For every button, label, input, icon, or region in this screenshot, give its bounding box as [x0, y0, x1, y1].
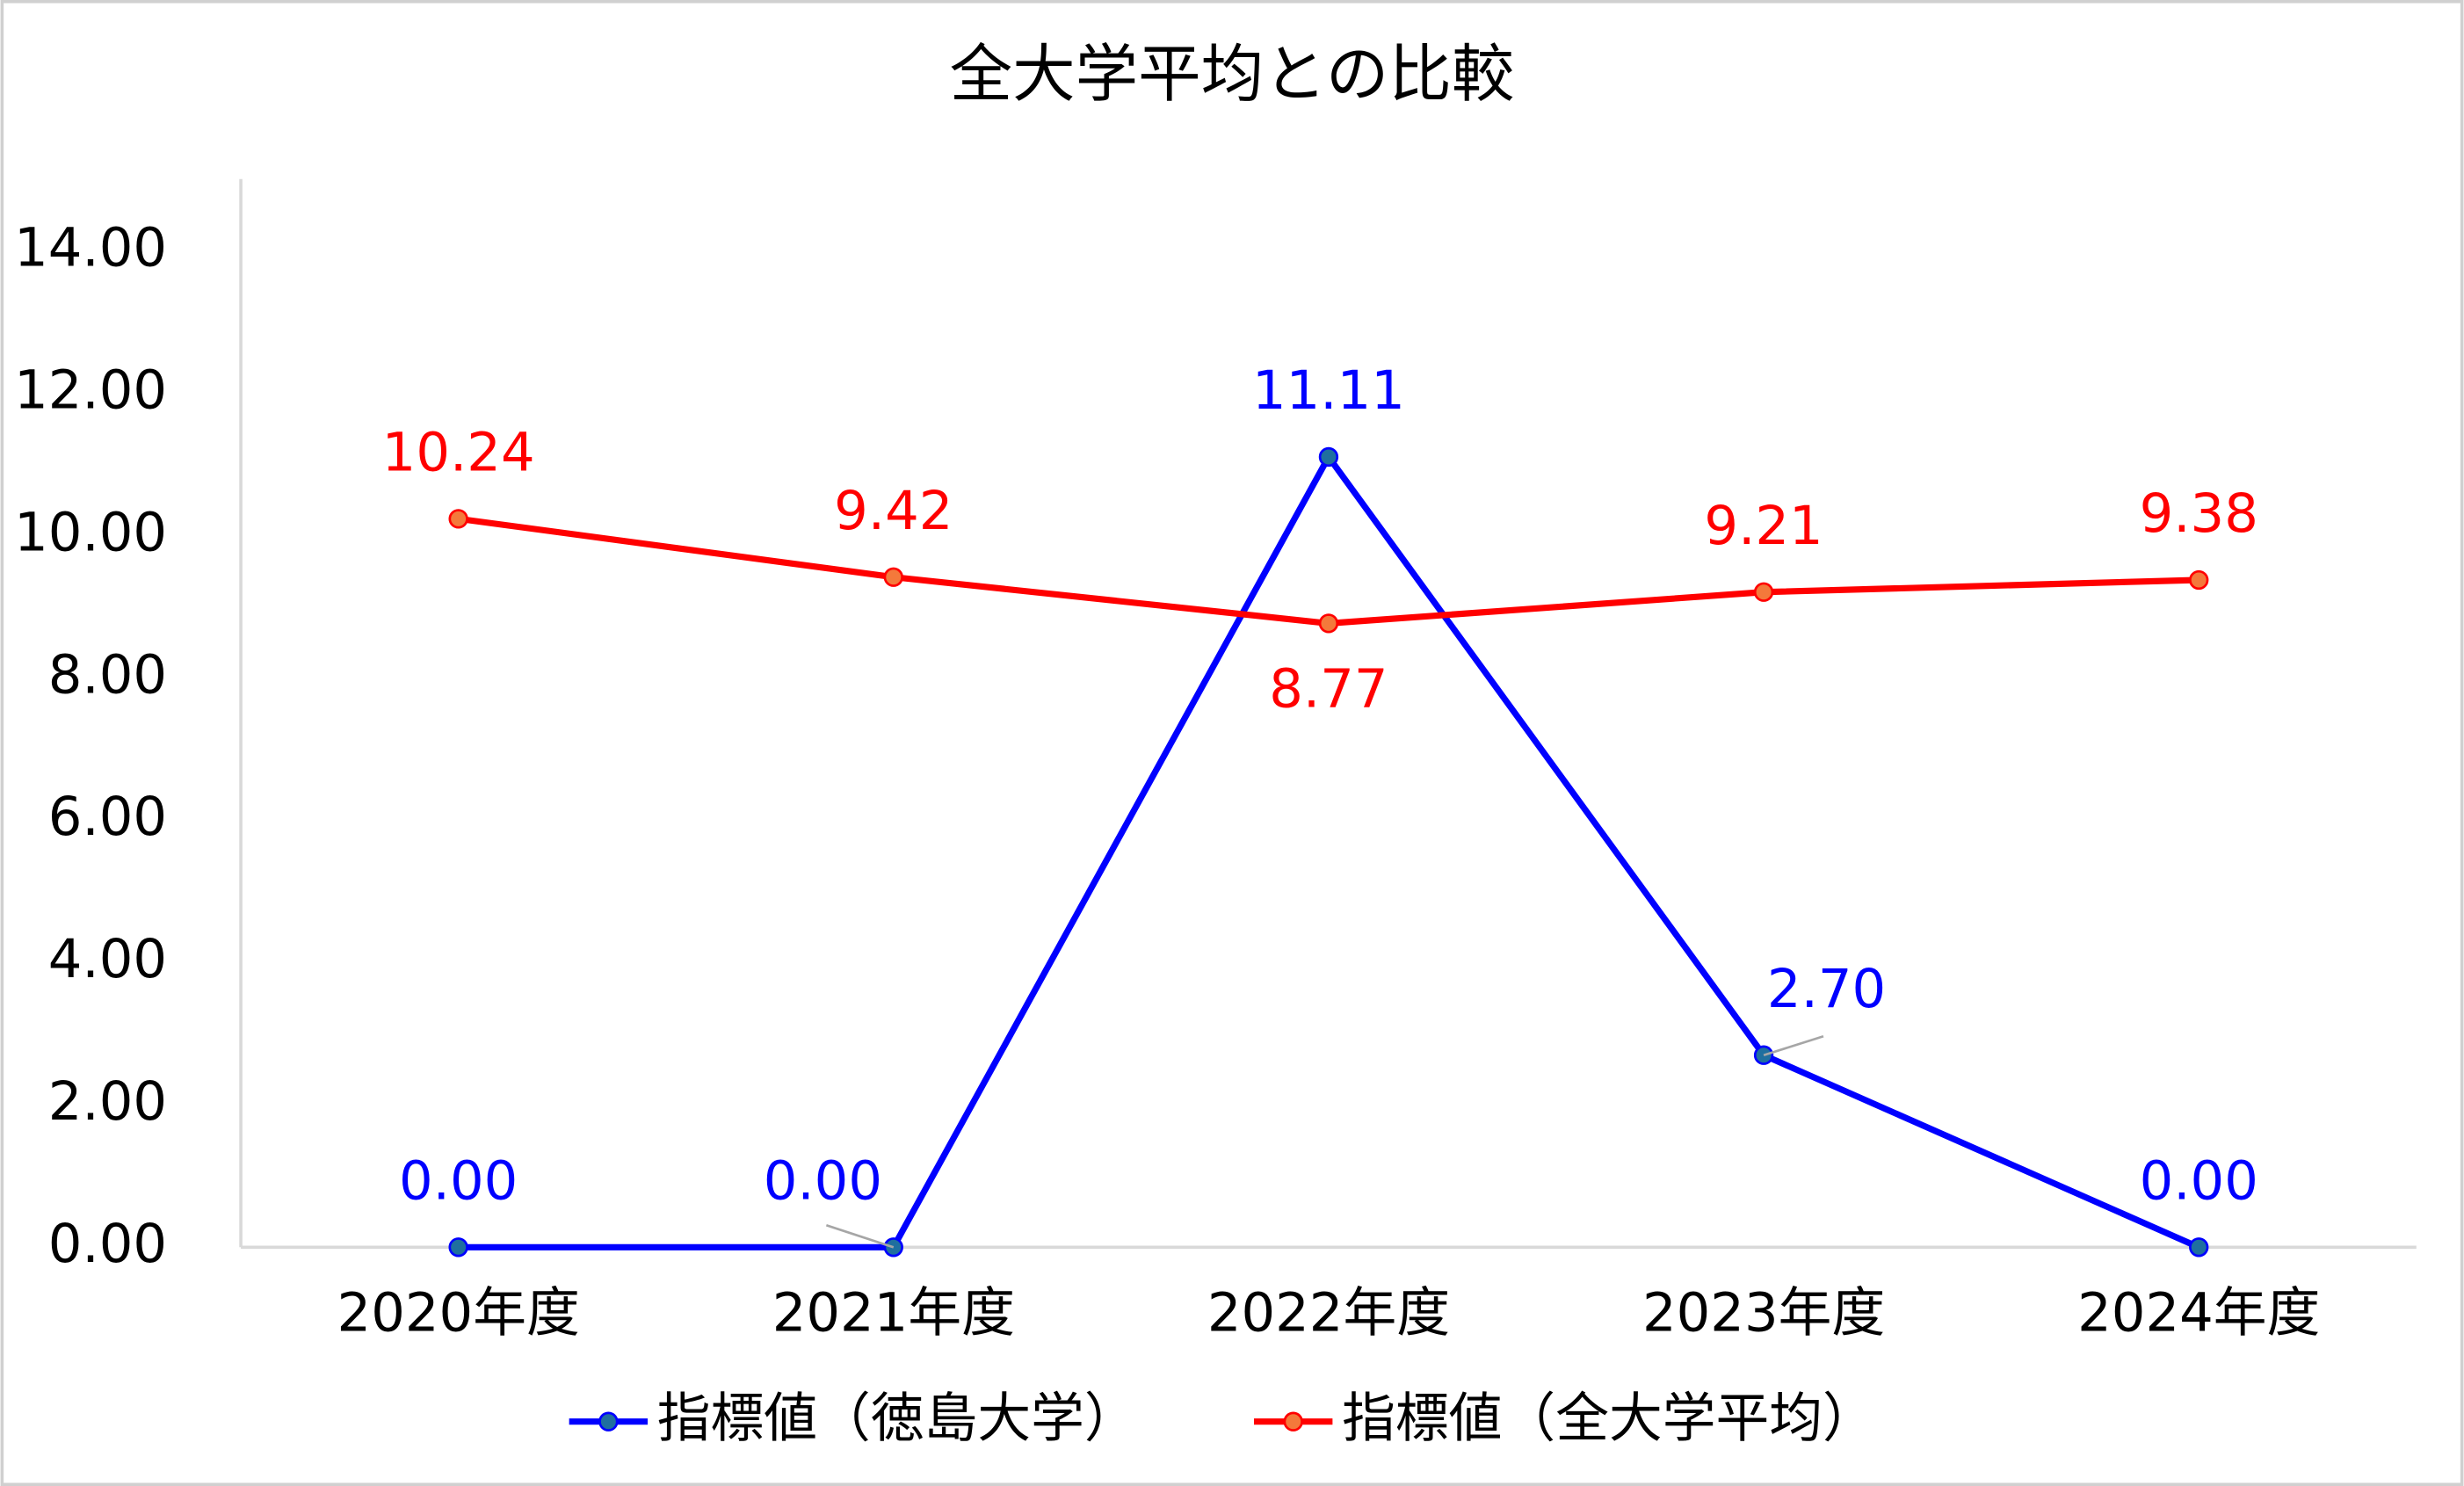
marker [1318, 613, 1339, 634]
legend-marker [1283, 1411, 1303, 1432]
x-tick-label: 2022年度 [1207, 1283, 1450, 1345]
marker [1753, 582, 1774, 602]
data-label: 9.21 [1704, 496, 1823, 557]
marker [1753, 1045, 1774, 1065]
x-tick-label: 2020年度 [337, 1283, 580, 1345]
data-label: 8.77 [1269, 659, 1388, 721]
legend-label: 指標値（徳島大学） [657, 1388, 1138, 1449]
data-label: 0.00 [2140, 1150, 2258, 1212]
y-tick-label: 2.00 [48, 1071, 167, 1133]
data-label: 0.00 [764, 1150, 882, 1212]
data-label: 9.38 [2140, 483, 2258, 545]
y-tick-label: 6.00 [48, 786, 167, 848]
data-label: 2.70 [1767, 959, 1886, 1020]
marker [1318, 446, 1339, 468]
marker [2189, 1237, 2209, 1258]
data-label: 11.11 [1252, 360, 1405, 422]
y-tick-label: 0.00 [48, 1214, 167, 1275]
x-tick-label: 2021年度 [772, 1283, 1015, 1345]
data-label: 10.24 [382, 422, 535, 483]
marker [883, 567, 903, 587]
data-label: 0.00 [399, 1150, 518, 1212]
y-tick-label: 14.00 [14, 218, 167, 279]
y-tick-label: 10.00 [14, 502, 167, 563]
x-tick-label: 2024年度 [2077, 1283, 2320, 1345]
legend-marker [598, 1411, 619, 1432]
marker [2189, 569, 2209, 591]
y-tick-label: 8.00 [48, 644, 167, 706]
x-tick-label: 2023年度 [1642, 1283, 1885, 1345]
y-tick-label: 4.00 [48, 929, 167, 990]
marker [448, 1237, 468, 1258]
marker [448, 509, 468, 529]
leader-line [1763, 1035, 1824, 1057]
leader-line [825, 1223, 895, 1249]
chart-title: 全大学平均との比較 [950, 38, 1515, 111]
y-tick-label: 12.00 [14, 359, 167, 421]
data-label: 9.42 [834, 481, 953, 542]
legend-label: 指標値（全大学平均） [1342, 1388, 1876, 1449]
